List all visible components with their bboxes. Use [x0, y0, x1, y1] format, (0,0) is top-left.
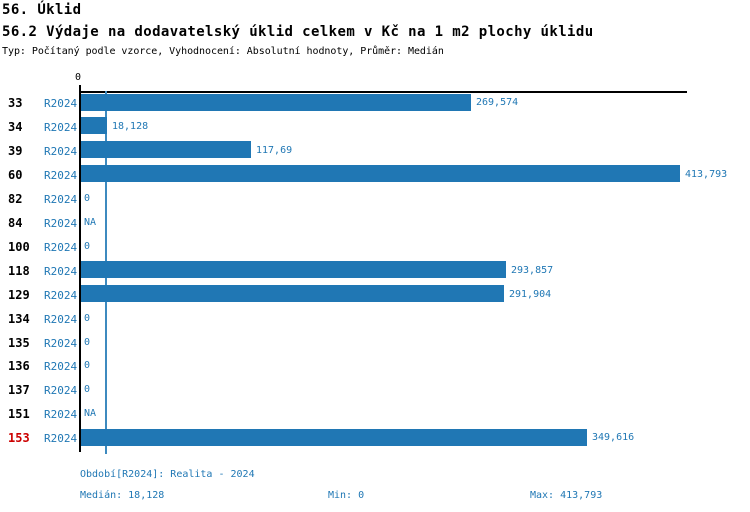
chart-row-60: 60 R2024 413,793 — [0, 163, 750, 187]
row-period-label: R2024 — [44, 384, 78, 398]
row-id-label: 134 — [8, 311, 30, 326]
bar — [81, 261, 506, 279]
row-id-label: 153 — [8, 431, 30, 446]
chart-row-82: 82 R2024 0 — [0, 187, 750, 211]
row-period-label: R2024 — [44, 336, 78, 350]
row-id-label: 135 — [8, 335, 30, 350]
row-value-label: 0 — [84, 384, 91, 396]
row-id-label: 33 — [8, 96, 23, 110]
chart-row-100: 100 R2024 0 — [0, 235, 750, 259]
bar — [81, 285, 504, 303]
row-id-label: 137 — [8, 383, 30, 398]
chart-row-33: 33 R2024 269,574 — [0, 91, 750, 115]
row-value-label: NA — [84, 408, 97, 420]
page-title: 56. Úklid — [2, 2, 82, 18]
row-id-label: 129 — [8, 287, 30, 302]
row-value-label: 0 — [84, 336, 91, 348]
row-value-label: 293,857 — [511, 264, 554, 276]
row-period-label: R2024 — [44, 432, 78, 446]
footer-min-label: Min: 0 — [328, 490, 365, 501]
row-period-label: R2024 — [44, 312, 78, 326]
chart-row-136: 136 R2024 0 — [0, 354, 750, 378]
x-axis-zero-tick-label: 0 — [75, 72, 82, 83]
chart-row-135: 135 R2024 0 — [0, 331, 750, 355]
row-id-label: 118 — [8, 263, 30, 278]
row-value-label: 18,128 — [112, 120, 149, 132]
bar — [81, 117, 107, 135]
row-id-label: 100 — [8, 239, 30, 254]
footer-period-label: Období[R2024]: Realita - 2024 — [80, 469, 255, 480]
row-id-label: 34 — [8, 119, 23, 134]
row-id-label: 82 — [8, 191, 23, 206]
bar — [81, 93, 471, 111]
row-value-label: 0 — [84, 360, 91, 372]
row-value-label: 269,574 — [476, 97, 519, 108]
row-period-label: R2024 — [44, 168, 78, 182]
chart-row-153: 153 R2024 349,616 — [0, 426, 750, 450]
row-period-label: R2024 — [44, 360, 78, 374]
x-axis-line — [79, 91, 687, 93]
bar — [81, 165, 680, 183]
chart-subtitle: 56.2 Výdaje na dodavatelský úklid celkem… — [2, 24, 594, 40]
chart-row-129: 129 R2024 291,904 — [0, 283, 750, 307]
row-value-label: 0 — [84, 240, 91, 252]
row-period-label: R2024 — [44, 408, 78, 422]
bar — [81, 141, 251, 159]
footer-max-label: Max: 413,793 — [530, 490, 603, 501]
row-value-label: 413,793 — [685, 168, 728, 180]
row-period-label: R2024 — [44, 192, 78, 206]
chart-row-118: 118 R2024 293,857 — [0, 259, 750, 283]
row-period-label: R2024 — [44, 120, 78, 134]
row-period-label: R2024 — [44, 240, 78, 254]
row-value-label: 117,69 — [256, 144, 293, 156]
row-value-label: 349,616 — [592, 432, 635, 444]
row-period-label: R2024 — [44, 288, 78, 302]
row-id-label: 151 — [8, 407, 30, 422]
row-value-label: 291,904 — [509, 288, 552, 300]
chart-row-84: 84 R2024 NA — [0, 211, 750, 235]
row-value-label: 0 — [84, 312, 91, 324]
footer-median-label: Medián: 18,128 — [80, 490, 165, 501]
chart-row-39: 39 R2024 117,69 — [0, 139, 750, 163]
row-period-label: R2024 — [44, 97, 78, 110]
row-period-label: R2024 — [44, 144, 78, 158]
row-value-label: NA — [84, 216, 97, 228]
row-period-label: R2024 — [44, 216, 78, 230]
chart-row-34: 34 R2024 18,128 — [0, 115, 750, 139]
chart-row-134: 134 R2024 0 — [0, 307, 750, 331]
y-axis-line — [79, 85, 81, 452]
chart-row-137: 137 R2024 0 — [0, 378, 750, 402]
row-id-label: 84 — [8, 215, 23, 230]
row-id-label: 136 — [8, 359, 30, 374]
chart-row-151: 151 R2024 NA — [0, 402, 750, 426]
bar — [81, 428, 587, 446]
row-id-label: 60 — [8, 167, 23, 182]
row-period-label: R2024 — [44, 264, 78, 278]
row-value-label: 0 — [84, 192, 91, 204]
row-id-label: 39 — [8, 143, 23, 158]
chart-meta-line: Typ: Počítaný podle vzorce, Vyhodnocení:… — [2, 46, 444, 57]
